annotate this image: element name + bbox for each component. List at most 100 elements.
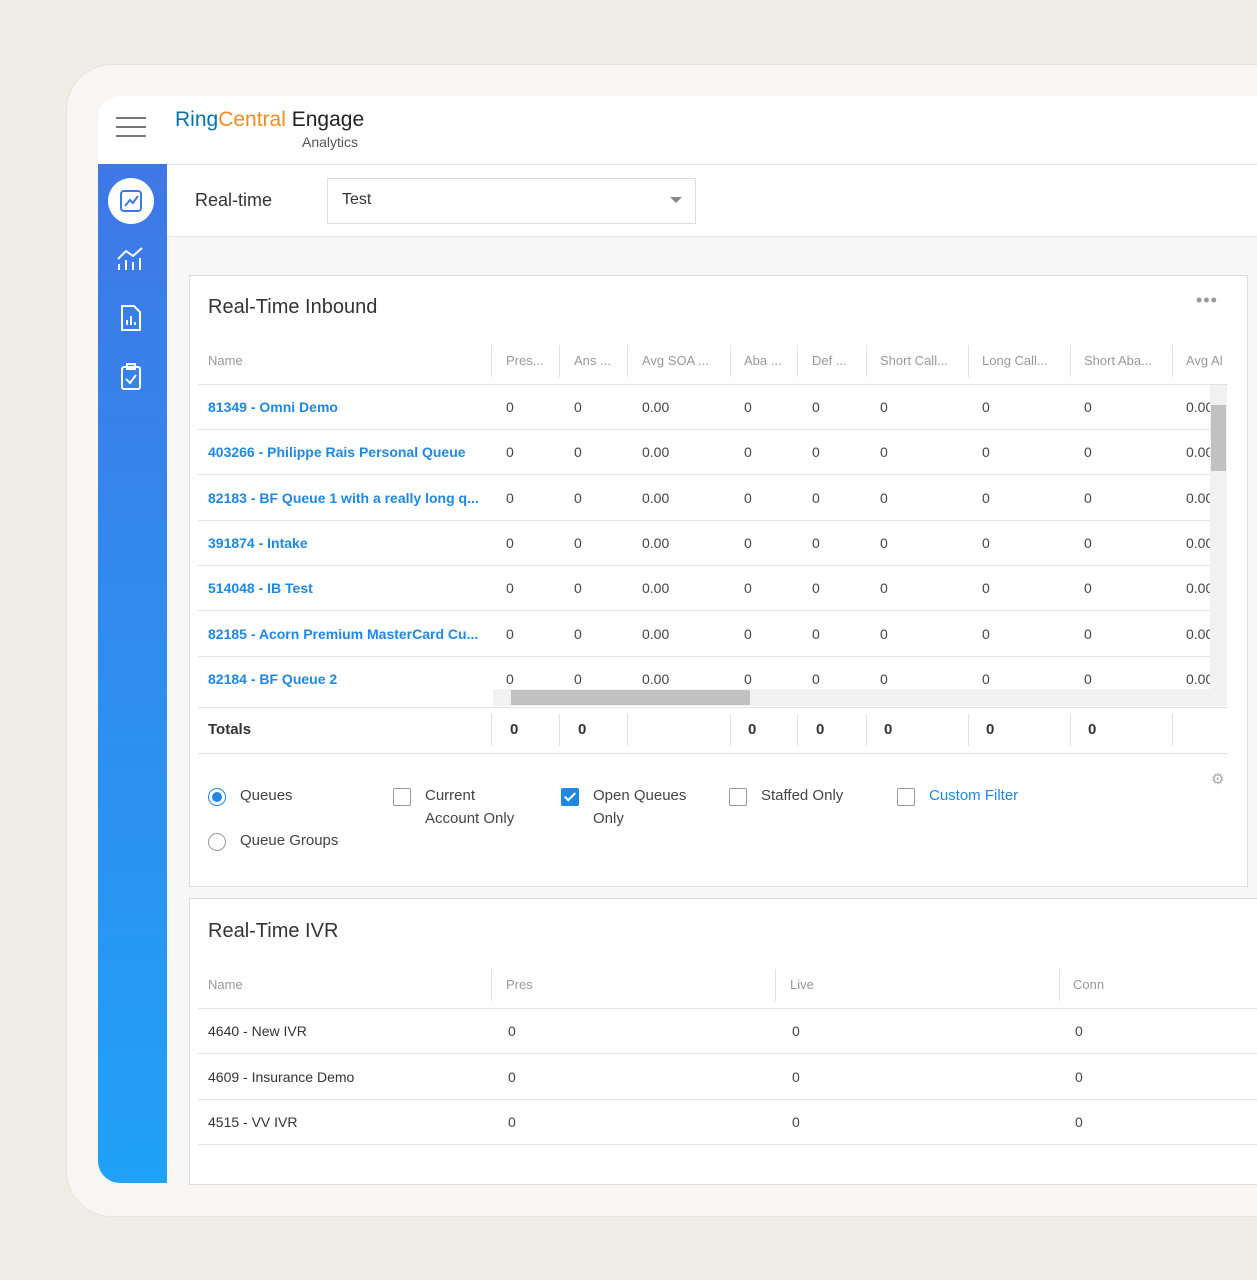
dashboard-select[interactable]: [327, 178, 696, 224]
panel-title: Real-Time Inbound: [208, 296, 378, 318]
cell: 0.00: [1186, 399, 1210, 415]
cell: 0: [812, 670, 820, 687]
queue-link[interactable]: 81349 - Omni Demo: [208, 399, 338, 415]
column-header[interactable]: Name: [208, 353, 243, 368]
select-arrow: [670, 197, 682, 203]
row-divider: [198, 564, 1210, 566]
dashboard-select-value: Test: [342, 191, 372, 208]
cell: 0: [506, 580, 514, 597]
column-divider: [627, 714, 628, 746]
radio-button[interactable]: [208, 833, 226, 851]
more-menu[interactable]: •••: [1196, 290, 1218, 310]
queue-link[interactable]: 82184 - BF Queue 2: [208, 670, 338, 687]
cell: 0: [506, 444, 514, 461]
cell: 0: [508, 1023, 516, 1039]
column-header[interactable]: Short Call...: [880, 353, 948, 368]
nav-tasks[interactable]: [121, 363, 141, 390]
column-divider: [1070, 714, 1071, 746]
view-label: Real-time: [195, 190, 273, 210]
cell: 0: [812, 580, 820, 597]
sidebar-icons: [108, 178, 154, 390]
cell: 0: [1084, 489, 1092, 506]
column-divider: [968, 714, 969, 746]
checkbox[interactable]: [897, 788, 915, 806]
option-label: Open Queues Only: [593, 787, 687, 827]
option-label[interactable]: Custom Filter: [929, 787, 1019, 804]
column-header[interactable]: Live: [790, 977, 814, 992]
inbound-panel: [189, 275, 1248, 887]
column-header[interactable]: Avg Al: [1186, 353, 1223, 368]
cell: 0: [506, 489, 514, 506]
sidebar: [98, 164, 167, 1183]
column-header[interactable]: Aba ...: [744, 353, 782, 368]
queue-link[interactable]: 391874 - Intake: [208, 534, 308, 551]
column-divider: [491, 714, 492, 746]
row-divider: [198, 384, 1228, 385]
column-divider: [1070, 345, 1071, 377]
nav-reports[interactable]: [121, 305, 141, 331]
cell: 0: [792, 1114, 800, 1130]
column-header[interactable]: Name: [208, 977, 243, 992]
column-header[interactable]: Pres: [506, 977, 533, 992]
queue-link[interactable]: 403266 - Philippe Rais Personal Queue: [208, 444, 466, 461]
cell: 0: [812, 625, 820, 642]
total-cell: 0: [1088, 721, 1097, 738]
cell: 0: [880, 489, 888, 506]
checkbox[interactable]: [729, 788, 747, 806]
cell: 0.00: [1186, 670, 1210, 687]
column-divider: [559, 714, 560, 746]
row-divider: [198, 707, 1228, 708]
cell: 0: [574, 580, 582, 597]
column-header[interactable]: Long Call...: [982, 353, 1048, 368]
cell: 0: [744, 670, 752, 687]
ivr-name: 4515 - VV IVR: [208, 1114, 298, 1130]
queue-link[interactable]: 82185 - Acorn Premium MasterCard Cu...: [208, 625, 479, 642]
cell: 0.00: [642, 534, 670, 551]
column-divider: [491, 969, 492, 1001]
cell: 0: [1075, 1114, 1083, 1130]
queue-link[interactable]: 82183 - BF Queue 1 with a really long q.…: [208, 489, 479, 506]
nav-dashboards[interactable]: [117, 247, 143, 270]
settings-gear[interactable]: ⚙: [1211, 771, 1225, 788]
cell: 0: [1084, 444, 1092, 461]
brand: RingCentral Engage: [175, 108, 364, 132]
cell: 0: [506, 534, 514, 551]
cell: 0: [1075, 1068, 1083, 1085]
cell: 0: [880, 534, 888, 551]
radio-button[interactable]: [208, 788, 226, 806]
column-header[interactable]: Conn: [1073, 977, 1105, 992]
cell: 0: [812, 399, 820, 415]
column-header[interactable]: Pres...: [506, 353, 544, 368]
cell: 0.00: [1186, 444, 1210, 461]
cell: 0.00: [642, 399, 670, 415]
ivr-name: 4609 - Insurance Demo: [208, 1068, 355, 1085]
checkbox[interactable]: [561, 788, 579, 806]
scrollbar-thumb[interactable]: [1211, 405, 1226, 471]
cell: 0: [744, 489, 752, 506]
column-header[interactable]: Ans ...: [574, 353, 611, 368]
column-divider: [1059, 969, 1060, 1001]
cell: 0: [982, 399, 990, 415]
scrollbar-thumb[interactable]: [511, 690, 750, 705]
column-divider: [866, 714, 867, 746]
brand-product: Engage: [291, 108, 365, 131]
queue-link[interactable]: 514048 - IB Test: [208, 580, 313, 597]
cell: 0.00: [1186, 489, 1210, 506]
cell: 0: [1075, 1023, 1083, 1039]
menu-button[interactable]: [116, 116, 146, 138]
column-header[interactable]: Avg SOA ...: [642, 353, 709, 368]
cell: 0: [880, 444, 888, 461]
cell: 0: [1084, 399, 1092, 415]
cell: 0: [744, 534, 752, 551]
cell: 0: [506, 670, 514, 687]
cell: 0: [574, 444, 582, 461]
cell: 0.00: [642, 625, 670, 642]
radio-dot: [212, 792, 222, 802]
cell: 0: [982, 625, 990, 642]
checkbox[interactable]: [393, 788, 411, 806]
cell: 0: [982, 670, 990, 687]
column-header[interactable]: Short Aba...: [1084, 353, 1152, 368]
column-divider: [866, 345, 867, 377]
cell: 0: [744, 444, 752, 461]
column-header[interactable]: Def ...: [812, 353, 847, 368]
